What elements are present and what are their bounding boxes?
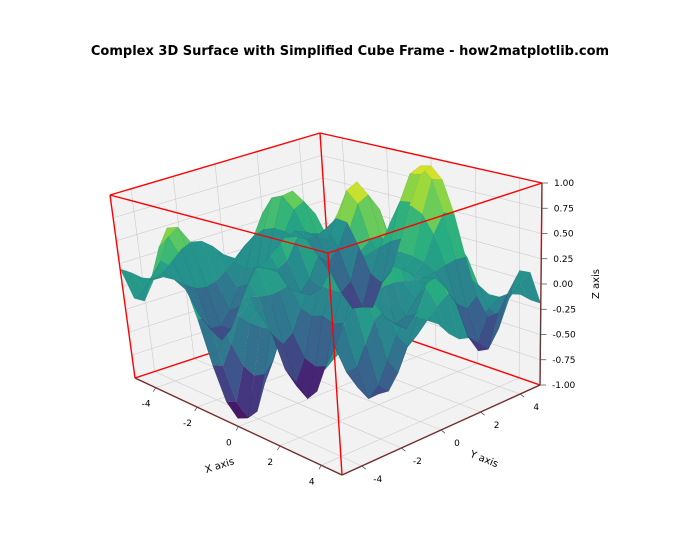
svg-text:1.00: 1.00 bbox=[554, 179, 574, 189]
figure: Complex 3D Surface with Simplified Cube … bbox=[0, 0, 700, 560]
svg-text:2: 2 bbox=[494, 421, 500, 431]
svg-text:-0.25: -0.25 bbox=[553, 305, 576, 315]
svg-text:2: 2 bbox=[267, 458, 273, 468]
svg-text:0.75: 0.75 bbox=[554, 204, 574, 214]
svg-text:4: 4 bbox=[309, 477, 315, 487]
svg-text:0.25: 0.25 bbox=[553, 255, 573, 265]
svg-text:-0.50: -0.50 bbox=[553, 331, 577, 341]
y-axis-label: Y axis bbox=[467, 449, 499, 471]
chart-title: Complex 3D Surface with Simplified Cube … bbox=[0, 44, 700, 59]
svg-text:-2: -2 bbox=[413, 457, 422, 467]
svg-text:4: 4 bbox=[533, 403, 539, 413]
svg-text:0: 0 bbox=[226, 439, 232, 449]
svg-text:-1.00: -1.00 bbox=[552, 381, 576, 391]
svg-text:-4: -4 bbox=[373, 475, 382, 485]
svg-text:0.50: 0.50 bbox=[554, 230, 574, 240]
x-axis-label: X axis bbox=[204, 456, 236, 476]
svg-text:0.00: 0.00 bbox=[553, 280, 573, 290]
svg-text:-4: -4 bbox=[142, 400, 151, 410]
plot-area: -4 -2 0 2 4 X axis -4 -2 0 2 4 Y axis -1.00 -0.75 -0.5… bbox=[70, 85, 630, 525]
z-axis-label: Z axis bbox=[591, 269, 602, 299]
svg-text:0: 0 bbox=[454, 439, 460, 449]
svg-text:-0.75: -0.75 bbox=[552, 356, 575, 366]
svg-text:-2: -2 bbox=[183, 419, 192, 429]
plot-svg: -4 -2 0 2 4 X axis -4 -2 0 2 4 Y axis -1.00 -0.75 -0.5… bbox=[70, 85, 630, 525]
